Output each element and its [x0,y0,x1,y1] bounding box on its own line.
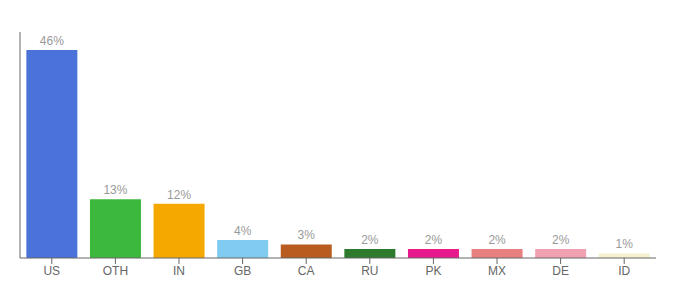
svg-text:12%: 12% [167,188,191,202]
svg-text:46%: 46% [40,34,64,48]
svg-text:DE: DE [552,264,569,278]
svg-text:3%: 3% [298,228,316,242]
svg-text:RU: RU [361,264,378,278]
svg-text:2%: 2% [425,233,443,247]
svg-text:CA: CA [298,264,315,278]
svg-text:2%: 2% [552,233,570,247]
svg-text:PK: PK [425,264,441,278]
svg-text:IN: IN [173,264,185,278]
svg-text:ID: ID [618,264,630,278]
svg-text:GB: GB [234,264,251,278]
svg-text:1%: 1% [616,237,634,251]
svg-text:OTH: OTH [103,264,128,278]
svg-text:2%: 2% [361,233,379,247]
svg-text:13%: 13% [103,183,127,197]
svg-text:US: US [43,264,60,278]
svg-text:4%: 4% [234,224,252,238]
svg-text:2%: 2% [488,233,506,247]
svg-text:MX: MX [488,264,506,278]
